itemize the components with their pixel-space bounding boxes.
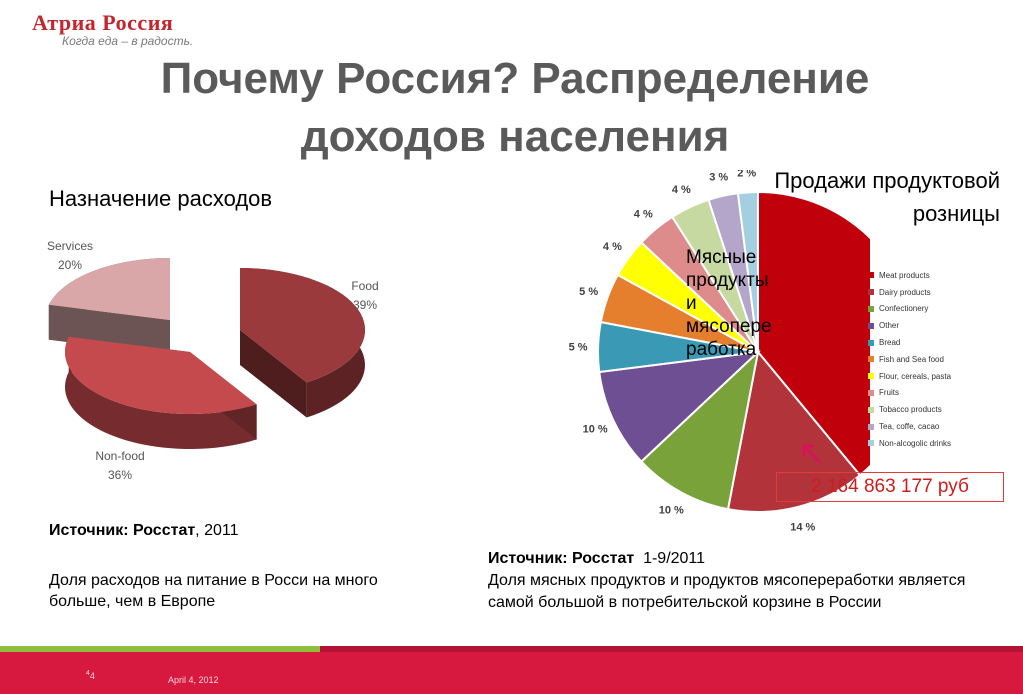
legend-item: Other (868, 317, 951, 334)
expenses-value-non-food: 36% (108, 468, 132, 482)
legend-label: Meat products (879, 270, 930, 280)
retail-slice-label: 5 % (579, 286, 598, 298)
expenses-slice-food (240, 268, 365, 383)
right-note: Доля мясных продуктов и продуктов мясопе… (488, 572, 966, 611)
legend-item: Meat products (868, 267, 951, 284)
retail-slice (639, 349, 760, 511)
page-number: 44 (86, 670, 95, 681)
retail-pie-chart: 39 %14 %10 %10 %5 %5 %4 %4 %4 %3 %2 % (569, 170, 870, 533)
expenses-slice-non-food (65, 336, 257, 414)
legend-item: Non-alcogolic drinks (868, 435, 951, 452)
right-source: Источник: Росстат 1-9/2011 Доля мясных п… (488, 548, 1008, 614)
legend-swatch (868, 305, 874, 312)
overlay-line: и (686, 293, 697, 314)
legend-label: Tobacco products (879, 405, 942, 415)
legend-label: Confectionery (879, 304, 929, 314)
left-source-year: , 2011 (195, 522, 239, 539)
meat-sales-amount: 2 164 863 177 руб (776, 472, 1004, 502)
footer-accent-green (0, 646, 320, 652)
page-number-small: 4 (86, 670, 90, 677)
legend-swatch (868, 373, 874, 380)
logo-tagline: Когда еда – в радость. (62, 34, 194, 48)
retail-slice-label: 4 % (603, 241, 622, 253)
expenses-label-services: Services (47, 239, 93, 253)
legend-swatch (868, 389, 874, 396)
legend-swatch (868, 356, 874, 363)
legend-label: Other (879, 321, 900, 331)
legend-swatch (868, 289, 874, 296)
retail-heading: Продажи продуктовой розницы (690, 164, 1000, 230)
legend-swatch (868, 339, 874, 346)
retail-legend: Meat products Dairy products Confectionery… (868, 267, 951, 452)
legend-item: Dairy products (868, 284, 951, 301)
legend-item: Confectionery (868, 301, 951, 318)
logo-name: Атриа Россия (32, 10, 174, 35)
left-source: Источник: Росстат, 2011 (49, 522, 429, 540)
legend-label: Flour, cereals, pasta (879, 371, 952, 381)
overlay-line: мясопере (686, 316, 772, 337)
footer-accent-red (320, 646, 1023, 652)
left-source-label: Источник: Росстат (49, 522, 196, 539)
footer-bar (0, 646, 1023, 694)
expenses-label-non-food: Non-food (95, 449, 144, 463)
legend-item: Tea, coffe, cacao (868, 418, 951, 435)
retail-slice-label: 5 % (569, 341, 588, 353)
company-logo: Атриа Россия Когда еда – в радость. (32, 10, 193, 48)
arrow-icon (802, 444, 822, 464)
retail-heading-line-1: Продажи продуктовой (774, 168, 1000, 193)
page-number-main: 4 (89, 671, 95, 681)
retail-slice-label: 14 % (790, 521, 815, 533)
footer-background (0, 646, 1023, 694)
legend-item: Fish and Sea food (868, 351, 951, 368)
retail-heading-line-2: розницы (912, 201, 1000, 226)
legend-item: Bread (868, 334, 951, 351)
legend-label: Fish and Sea food (879, 354, 944, 364)
retail-slice-label: 10 % (583, 424, 608, 436)
retail-slice-label: 3 % (709, 171, 728, 183)
legend-swatch (868, 423, 874, 430)
legend-label: Tea, coffe, cacao (879, 422, 940, 432)
retail-slice-label: 2 % (737, 170, 756, 179)
retail-slice (736, 190, 759, 353)
left-note: Доля расходов на питание в Росси на мног… (49, 572, 378, 610)
meat-overlay-label: Мясные продукты и мясопере работка (686, 246, 772, 361)
legend-item: Fruits (868, 385, 951, 402)
legend-item: Tobacco products (868, 401, 951, 418)
legend-swatch (868, 272, 874, 279)
overlay-line: работка (686, 339, 757, 360)
right-source-period: 1-9/2011 (634, 550, 706, 567)
retail-slice (598, 350, 761, 463)
legend-label: Fruits (879, 388, 899, 398)
legend-label: Dairy products (879, 287, 931, 297)
legend-label: Non-alcogolic drinks (879, 438, 952, 448)
title-line-1: Почему Россия? Распределение (160, 54, 870, 103)
expenses-pie-chart: Food 39% Non-food 36% Services 20% (47, 239, 379, 482)
overlay-line: продукты (686, 270, 769, 291)
legend-label: Bread (879, 338, 901, 348)
retail-slice-label: 10 % (659, 505, 684, 517)
footer-date: April 4, 2012 (168, 675, 219, 685)
retail-slice-label: 4 % (672, 184, 691, 196)
expenses-label-food: Food (351, 279, 378, 293)
expenses-slice-services (48, 258, 170, 320)
expenses-value-food: 39% (353, 298, 377, 312)
legend-item: Flour, cereals, pasta (868, 368, 951, 385)
overlay-line: Мясные (686, 247, 757, 268)
right-source-label: Источник: Росстат (488, 550, 635, 567)
legend-swatch (868, 322, 874, 329)
title-line-2: доходов населения (300, 112, 730, 161)
retail-slice (757, 190, 870, 477)
legend-swatch (868, 440, 874, 447)
slide-title: Почему Россия? Распределение доходов нас… (90, 50, 940, 166)
retail-slice-label: 4 % (634, 208, 653, 220)
expenses-value-services: 20% (58, 258, 82, 272)
legend-swatch (868, 406, 874, 413)
expenses-heading: Назначение расходов (49, 186, 273, 211)
